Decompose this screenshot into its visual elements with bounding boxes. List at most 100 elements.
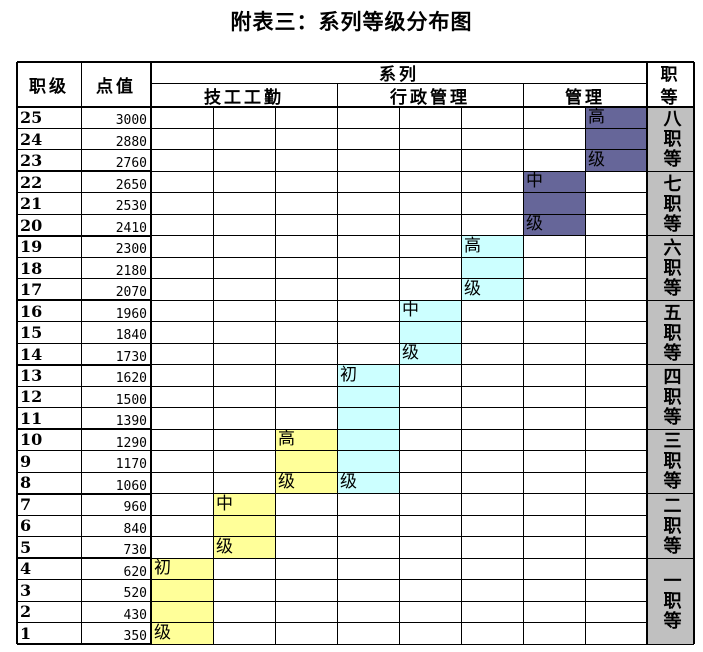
grade-column-header-bottom: 等 [660,87,681,108]
band-bottom-label: 级 [216,536,233,557]
series-band-6 [523,171,585,236]
points-cell: 2530 [115,199,147,215]
band-top-label: 中 [216,493,233,514]
grid-line [646,62,648,644]
grid-line [17,471,151,473]
points-cell: 2410 [115,220,147,236]
level-column-header: 职级 [29,77,69,97]
grid-line [17,536,151,538]
grid-line [212,107,214,644]
grid-line [151,364,647,366]
level-cell: 20 [20,215,43,235]
level-cell: 13 [20,365,43,385]
points-cell: 2760 [115,156,147,172]
grid-line [17,127,151,129]
grid-line [151,557,647,559]
grid-line [17,170,151,173]
grid-line [17,622,151,624]
grid-line [17,579,151,581]
grid-line [336,107,338,644]
grid-line [647,364,694,366]
points-cell: 1730 [115,349,147,365]
level-cell: 8 [20,473,32,493]
series-band-5 [461,235,523,301]
level-cell: 21 [20,194,43,214]
grade-column-header-top: 职 [660,65,681,85]
series-band-7 [585,107,647,172]
grade-cell: 六职等 [647,235,694,301]
grid-line [647,235,694,237]
band-bottom-label: 级 [340,472,357,493]
points-cell: 2300 [115,242,147,258]
band-top-label: 初 [340,364,357,385]
level-cell: 12 [20,387,43,407]
grid-line [693,62,695,644]
grid-line [151,385,647,387]
points-cell: 1170 [115,457,147,473]
page-title: 附表三：系列等级分布图 [230,10,473,34]
level-cell: 3 [20,580,32,600]
series-band-1 [213,493,275,559]
grade-cell: 二职等 [647,493,694,559]
grid-line [647,643,694,645]
grid-line [647,170,694,172]
grid-line [17,643,151,645]
grid-line [17,61,694,63]
band-bottom-label: 级 [588,149,605,170]
grid-line [151,149,647,151]
grid-line [151,622,647,624]
level-cell: 4 [20,559,32,579]
points-cell: 2070 [115,285,147,301]
grid-line [17,149,151,151]
grade-cell: 一职等 [647,558,694,644]
grid-line [17,514,151,516]
grid-line [17,492,151,495]
level-cell: 25 [20,108,43,128]
band-top-label: 高 [588,107,605,127]
series-band-2 [275,429,337,494]
level-cell: 19 [20,237,43,257]
grid-line [17,342,151,344]
band-top-label: 中 [526,171,543,192]
grid-line [17,385,151,387]
points-cell: 1290 [115,435,147,451]
band-bottom-label: 级 [278,472,295,493]
grid-line [16,62,18,644]
grid-line [647,493,694,495]
grid-line [17,299,151,302]
band-top-label: 初 [154,558,171,579]
grid-line [151,213,647,215]
grid-line [151,514,647,516]
band-top-label: 高 [464,235,481,256]
grid-line [80,62,82,644]
points-cell: 1390 [115,414,147,430]
series-band-4 [399,300,461,365]
band-bottom-label: 级 [402,343,419,364]
grid-line [151,600,647,602]
grid-line [274,107,276,644]
points-cell: 3000 [115,113,147,129]
level-cell: 9 [20,451,32,471]
grid-line [647,428,694,430]
grid-line [151,428,647,430]
grid-line [584,107,586,644]
points-cell: 840 [123,521,147,537]
level-cell: 7 [20,494,32,514]
grid-line [151,192,647,194]
series-header-technical: 技工工勤 [204,87,284,108]
grid-line [17,600,151,602]
grid-line [151,170,647,172]
grid-line [150,62,152,644]
band-top-label: 高 [278,429,295,450]
series-header-administration: 行政管理 [390,87,470,108]
points-cell: 730 [123,543,147,559]
series-group-header: 系列 [379,65,419,85]
grid-line [17,407,151,409]
points-cell: 430 [123,607,147,623]
grid-line [151,342,647,344]
grid-line [522,107,524,644]
grid-line [151,407,647,409]
grid-line [460,107,462,644]
grade-cell: 三职等 [647,429,694,494]
grid-line [17,278,151,280]
